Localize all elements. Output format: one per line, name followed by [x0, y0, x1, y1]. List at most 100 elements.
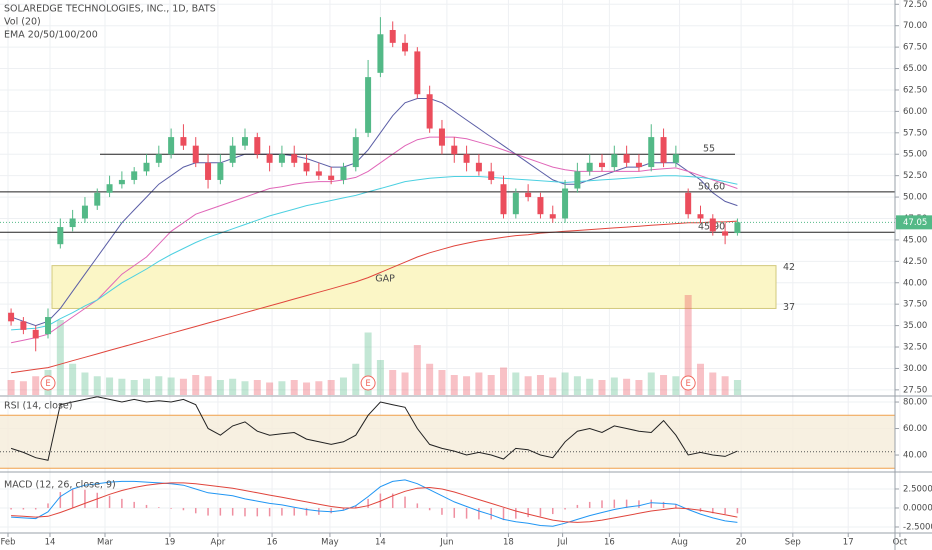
volume-bar — [192, 375, 200, 395]
histogram-bar — [121, 498, 123, 508]
volume-bar — [229, 378, 237, 395]
y-tick-label: 2.5000 — [903, 484, 932, 494]
histogram-bar — [170, 507, 172, 509]
volume-bar — [536, 375, 544, 395]
candle-body — [377, 34, 384, 73]
volume-bar — [389, 370, 397, 395]
candle-body — [266, 154, 273, 163]
histogram-bar — [391, 493, 394, 508]
candle-body — [365, 77, 372, 133]
x-tick-label: Jun — [439, 538, 453, 548]
candle-body — [512, 192, 519, 215]
x-tick-label: Jul — [556, 538, 567, 548]
earnings-marker — [40, 375, 56, 391]
volume-bar — [327, 380, 335, 395]
histogram-bar — [662, 501, 665, 508]
y-tick-label: 62.50 — [903, 85, 927, 95]
candle-body — [389, 29, 396, 43]
volume-bar — [118, 378, 126, 395]
x-tick-label: Apr — [211, 538, 226, 548]
histogram-bar — [453, 507, 456, 518]
volume-bar — [303, 382, 311, 395]
y-tick-label: 35.00 — [903, 321, 927, 331]
candle-body — [734, 222, 741, 234]
candle-body — [537, 197, 544, 215]
zone-label: GAP — [375, 274, 395, 285]
volume-bar — [450, 375, 458, 395]
volume-bar — [142, 378, 150, 395]
y-tick-label: 45.00 — [903, 235, 927, 245]
volume-bar — [672, 376, 680, 395]
candle-body — [500, 184, 507, 215]
histogram-bar — [108, 495, 111, 508]
volume-bar — [500, 367, 508, 395]
candle-body — [45, 317, 52, 335]
volume-bar — [512, 372, 520, 395]
volume-bar — [266, 382, 274, 395]
histogram-bar — [576, 504, 579, 508]
x-tick-label: 14 — [375, 538, 386, 548]
candle-body — [562, 188, 569, 219]
histogram-bar — [34, 507, 37, 510]
volume-bar — [696, 363, 704, 395]
histogram-bar — [416, 503, 419, 508]
histogram-bar — [490, 507, 492, 520]
y-tick-label: 30.00 — [903, 364, 927, 374]
volume-bar — [339, 377, 347, 395]
histogram-bar — [182, 507, 185, 511]
candle-body — [475, 162, 482, 172]
y-tick-label: 42.50 — [903, 257, 927, 267]
candle-body — [229, 145, 236, 163]
histogram-bar — [564, 507, 566, 510]
histogram-bar — [84, 489, 86, 508]
volume-bar — [647, 372, 655, 395]
volume-bar — [660, 375, 668, 395]
histogram-bar — [342, 507, 345, 511]
histogram-bar — [465, 507, 468, 519]
ema-line — [10, 98, 738, 327]
indicator-label: RSI (14, close) — [4, 401, 72, 412]
y-tick-label: 37.50 — [903, 300, 927, 310]
histogram-bar — [207, 507, 209, 516]
volume-bar — [315, 381, 323, 395]
histogram-bar — [330, 507, 332, 514]
gap-zone — [51, 265, 777, 309]
volume-bar — [475, 372, 483, 395]
earnings-label: E — [685, 379, 690, 389]
volume-bar — [684, 295, 692, 395]
histogram-bar — [736, 507, 739, 514]
y-tick-label: 32.50 — [903, 343, 927, 353]
histogram-bar — [404, 496, 406, 508]
histogram-bar — [96, 492, 99, 508]
x-tick-label: 16 — [267, 538, 278, 548]
volume-bar — [573, 376, 581, 395]
volume-bar — [56, 320, 64, 395]
volume-bar — [561, 372, 569, 395]
candle-body — [635, 162, 642, 168]
volume-bar — [426, 363, 434, 395]
volume-bar — [524, 376, 532, 395]
volume-bar — [155, 376, 163, 395]
candle-body — [131, 171, 138, 180]
candle-body — [672, 154, 679, 163]
macd-line — [11, 482, 738, 523]
volume-bar — [93, 376, 101, 395]
candle-body — [278, 154, 285, 163]
candle-body — [291, 154, 298, 163]
level-label: 50.60 — [698, 181, 725, 192]
volume-bar — [586, 378, 594, 395]
volume-bar — [376, 360, 384, 395]
x-tick-label: 16 — [604, 538, 615, 548]
histogram-bar — [293, 507, 295, 516]
volume-bar — [364, 332, 372, 395]
y-tick-label: 65.00 — [903, 64, 927, 74]
histogram-bar — [281, 507, 283, 516]
y-tick-label: 67.50 — [903, 43, 927, 53]
volume-bar — [721, 376, 729, 395]
y-tick-label: 60.00 — [903, 424, 927, 434]
earnings-marker — [360, 375, 376, 391]
candle-body — [143, 162, 150, 172]
